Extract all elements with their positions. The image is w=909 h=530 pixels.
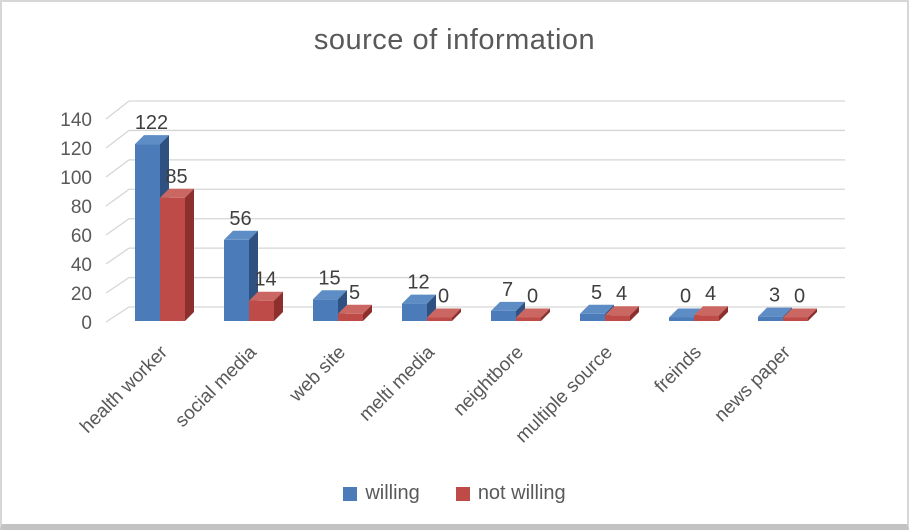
chart-title: source of information [313,24,596,56]
y-axis-label: 0 [81,313,92,334]
bar-not-willing-7 [783,308,817,321]
value-label: 15 [318,267,340,289]
y-axis-depth-tick [105,159,130,178]
value-label: 14 [254,269,276,291]
y-axis-depth-tick [105,247,130,265]
value-label: 5 [591,282,602,304]
value-label: 0 [527,286,538,308]
y-axis-label: 140 [60,110,92,131]
y-axis-depth-tick [105,277,130,294]
y-axis-label: 20 [71,284,92,305]
legend-item-not-willing: not willing [455,482,566,505]
y-axis-label: 40 [71,255,92,276]
bar-not-willing-5 [605,306,639,321]
value-label: 85 [165,166,187,188]
y-axis-label: 60 [71,226,92,247]
y-axis-depth-tick [105,306,130,323]
legend-label-willing: willing [365,482,420,504]
value-label: 3 [769,285,780,307]
y-axis-depth-tick [105,188,130,207]
y-axis-depth-tick [105,218,130,236]
bar-willing-0 [135,135,169,321]
value-label: 12 [407,272,429,294]
value-label: 56 [229,208,251,230]
bar-not-willing-0 [160,188,194,321]
bar-not-willing-6 [694,306,728,321]
value-label: 5 [349,282,360,304]
bar-not-willing-2 [338,304,372,321]
y-axis-label: 80 [71,197,92,218]
legend-label-not-willing: not willing [477,482,566,504]
legend-swatch-not-willing [455,486,470,501]
value-label: 0 [680,286,691,308]
bar-willing-3 [402,294,436,321]
y-axis-label: 120 [60,139,92,160]
y-axis-depth-tick [105,129,130,149]
value-label: 0 [794,286,805,308]
legend: willing not willing [2,482,907,505]
value-label: 122 [135,112,168,134]
bar-not-willing-3 [427,308,461,321]
bar-not-willing-4 [516,308,550,321]
legend-swatch-willing [343,486,358,501]
value-label: 0 [438,286,449,308]
y-axis-label: 100 [60,168,92,189]
value-label: 4 [705,283,716,305]
legend-item-willing: willing [343,482,420,505]
value-label: 7 [502,279,513,301]
value-label: 4 [616,283,627,305]
bar-not-willing-1 [249,291,283,321]
y-axis-depth-tick [105,100,130,120]
